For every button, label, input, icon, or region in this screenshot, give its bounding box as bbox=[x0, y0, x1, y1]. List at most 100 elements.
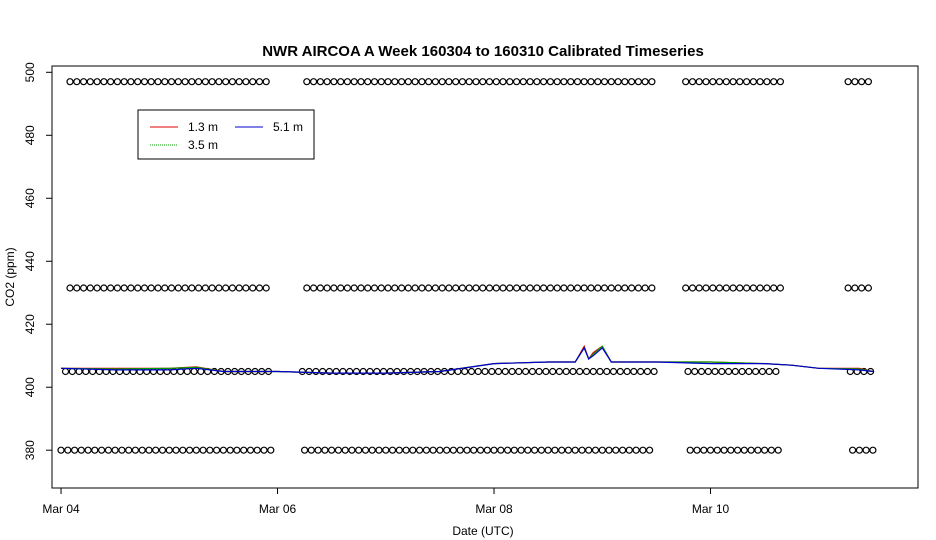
reference-point bbox=[316, 284, 324, 292]
reference-point bbox=[134, 284, 142, 292]
reference-point bbox=[404, 284, 412, 292]
reference-point bbox=[512, 78, 521, 86]
reference-point bbox=[174, 284, 182, 292]
reference-point bbox=[862, 446, 870, 454]
reference-point bbox=[373, 367, 381, 376]
reference-point bbox=[576, 367, 584, 376]
reference-point bbox=[66, 284, 74, 292]
reference-point bbox=[526, 284, 534, 292]
reference-point bbox=[226, 446, 234, 454]
reference-point bbox=[91, 446, 99, 454]
reference-point bbox=[851, 78, 859, 86]
reference-point bbox=[539, 78, 548, 86]
reference-point bbox=[332, 367, 340, 376]
reference-point bbox=[596, 367, 604, 376]
reference-point bbox=[118, 446, 126, 454]
reference-point bbox=[742, 284, 751, 292]
reference-point bbox=[648, 284, 656, 292]
reference-point bbox=[366, 367, 374, 376]
reference-point bbox=[452, 78, 460, 86]
reference-point bbox=[857, 284, 866, 292]
reference-point bbox=[186, 446, 194, 454]
reference-point bbox=[167, 284, 176, 292]
reference-point bbox=[508, 367, 516, 376]
reference-point bbox=[398, 78, 406, 86]
reference-point bbox=[242, 78, 250, 86]
reference-point bbox=[756, 78, 764, 86]
reference-point bbox=[368, 446, 376, 454]
reference-point bbox=[740, 446, 748, 454]
reference-point bbox=[623, 367, 631, 376]
reference-point bbox=[195, 78, 203, 86]
reference-point bbox=[589, 367, 597, 376]
reference-point bbox=[228, 284, 236, 292]
reference-point bbox=[395, 446, 403, 454]
reference-point bbox=[255, 284, 264, 292]
reference-point bbox=[729, 284, 737, 292]
reference-point bbox=[722, 78, 730, 86]
reference-point bbox=[113, 78, 122, 86]
plot-frame bbox=[51, 65, 919, 489]
reference-point bbox=[467, 367, 476, 376]
reference-point bbox=[339, 367, 347, 376]
reference-point bbox=[303, 78, 311, 86]
reference-point bbox=[398, 284, 406, 292]
reference-point bbox=[731, 367, 739, 376]
reference-point bbox=[429, 446, 437, 454]
reference-point bbox=[594, 78, 602, 86]
reference-point bbox=[262, 78, 270, 86]
reference-point bbox=[625, 446, 633, 454]
reference-point bbox=[364, 284, 372, 292]
reference-point bbox=[167, 78, 176, 86]
reference-point bbox=[323, 78, 331, 86]
reference-point bbox=[325, 367, 333, 376]
reference-point bbox=[111, 446, 119, 454]
y-tick-label: 500 bbox=[23, 62, 37, 82]
reference-point bbox=[305, 367, 313, 376]
series-lines bbox=[60, 344, 874, 374]
reference-point bbox=[713, 446, 721, 454]
reference-point bbox=[303, 284, 311, 292]
reference-point bbox=[411, 284, 419, 292]
reference-point bbox=[645, 446, 654, 454]
reference-point bbox=[695, 78, 703, 86]
reference-point bbox=[636, 367, 645, 376]
reference-point bbox=[79, 78, 88, 86]
reference-point bbox=[526, 78, 534, 86]
reference-point bbox=[627, 284, 636, 292]
reference-point bbox=[370, 78, 379, 86]
reference-point bbox=[537, 446, 546, 454]
legend-box bbox=[137, 109, 315, 160]
reference-point bbox=[733, 446, 742, 454]
reference-point bbox=[422, 446, 430, 454]
reference-point bbox=[222, 78, 230, 86]
legend-label-5-1m: 5.1 m bbox=[273, 120, 303, 134]
reference-point bbox=[337, 78, 345, 86]
reference-point bbox=[510, 446, 518, 454]
reference-point bbox=[702, 78, 710, 86]
reference-point bbox=[688, 78, 697, 86]
reference-point bbox=[242, 284, 250, 292]
reference-point bbox=[201, 78, 209, 86]
reference-point bbox=[472, 284, 480, 292]
reference-point bbox=[551, 446, 559, 454]
reference-point bbox=[407, 367, 415, 376]
legend-label-3-5m: 3.5 m bbox=[188, 138, 218, 152]
reference-point bbox=[334, 446, 342, 454]
reference-point bbox=[391, 78, 399, 86]
reference-point bbox=[165, 446, 173, 454]
reference-point bbox=[158, 446, 167, 454]
reference-point bbox=[138, 446, 146, 454]
reference-point bbox=[195, 284, 203, 292]
y-axis: 380 400 420 440 460 480 500 bbox=[23, 62, 52, 460]
y-tick-label: 420 bbox=[23, 314, 37, 334]
reference-point bbox=[301, 446, 309, 454]
reference-point bbox=[691, 367, 699, 376]
reference-point bbox=[587, 78, 595, 86]
reference-point bbox=[438, 78, 446, 86]
reference-point bbox=[864, 284, 873, 292]
reference-point bbox=[497, 446, 505, 454]
reference-point bbox=[127, 284, 135, 292]
reference-point bbox=[751, 367, 760, 376]
reference-point bbox=[215, 78, 223, 86]
